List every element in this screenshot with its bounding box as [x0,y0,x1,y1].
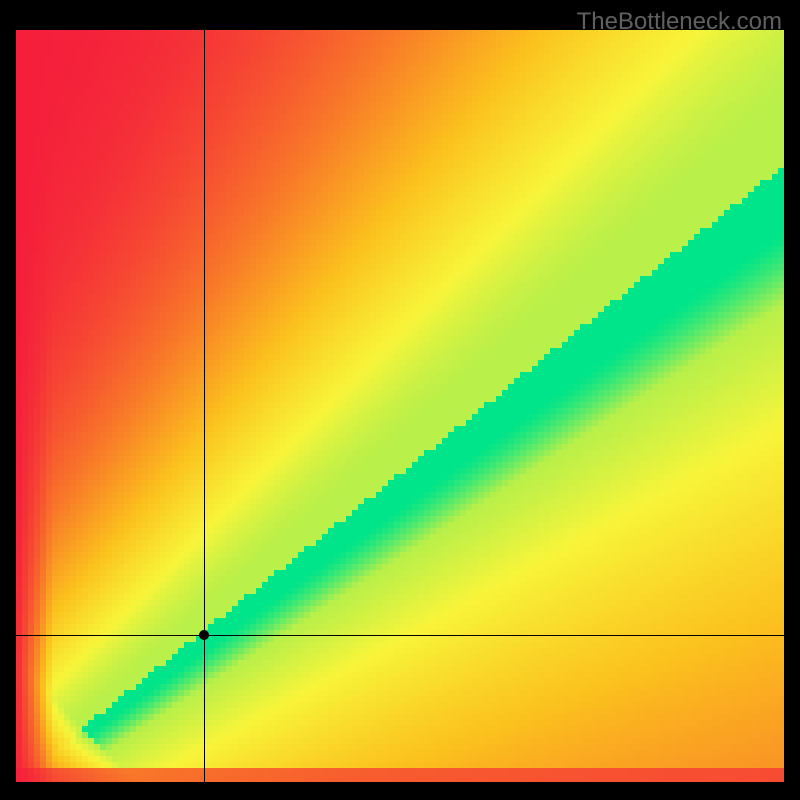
chart-container: TheBottleneck.com [0,0,800,800]
heatmap-plot [16,30,784,782]
watermark-text: TheBottleneck.com [577,8,782,36]
crosshair-vertical [204,30,205,782]
heatmap-canvas [16,30,784,782]
crosshair-horizontal [16,635,784,636]
